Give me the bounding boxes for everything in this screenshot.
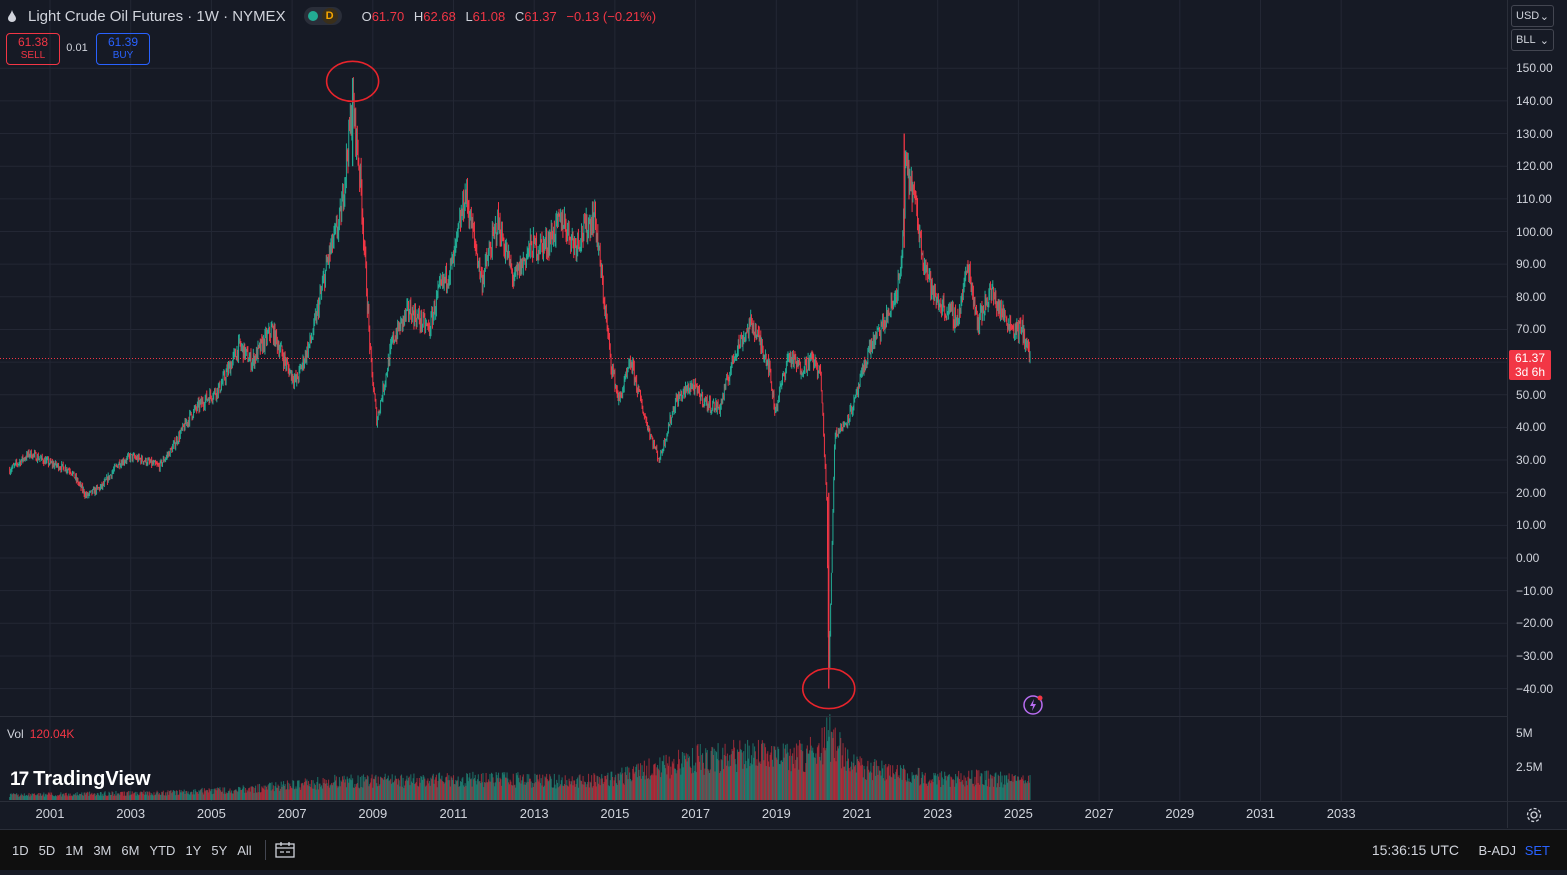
- tradingview-logo-mark: 17: [10, 768, 29, 790]
- last-price-value: 61.37: [1514, 351, 1546, 365]
- oil-drop-icon: [8, 10, 22, 22]
- time-axis-label: 2007: [277, 806, 307, 821]
- price-axis-label: 0.00: [1516, 551, 1540, 565]
- price-axis-label: −10.00: [1516, 583, 1554, 598]
- period-button-3m[interactable]: 3M: [93, 842, 112, 858]
- spread-value: 0.01: [66, 42, 88, 54]
- price-axis-label: 90.00: [1516, 257, 1547, 272]
- buy-price: 61.39: [107, 35, 139, 49]
- period-button-1d[interactable]: 1D: [12, 842, 29, 858]
- period-button-all[interactable]: All: [237, 842, 252, 858]
- price-axis-label: 110.00: [1516, 191, 1552, 206]
- circle-annotation[interactable]: [325, 60, 380, 103]
- time-axis-label: 2025: [1003, 806, 1033, 821]
- time-axis-label: 2013: [519, 806, 549, 821]
- symbol-title[interactable]: Light Crude Oil Futures · 1W · NYMEX: [28, 7, 286, 25]
- time-axis-label: 2011: [439, 806, 468, 821]
- delayed-badge: D: [321, 8, 338, 24]
- price-axis-label: 100.00: [1516, 224, 1553, 239]
- period-button-6m[interactable]: 6M: [121, 842, 140, 858]
- sell-price: 61.38: [17, 35, 49, 49]
- tradingview-logo[interactable]: 17 TradingView: [10, 768, 151, 791]
- time-axis-label: 2005: [196, 806, 226, 821]
- lightning-alert-icon[interactable]: [1022, 694, 1044, 716]
- price-axis-label: −40.00: [1516, 681, 1554, 696]
- volume-legend: Vol 120.04K: [7, 727, 74, 741]
- market-open-indicator: [307, 11, 318, 21]
- price-axis-label: 140.00: [1516, 93, 1553, 108]
- logo-text: TradingView: [33, 768, 151, 790]
- period-button-ytd[interactable]: YTD: [149, 842, 176, 858]
- last-price-tag: 61.37 3d 6h: [1509, 350, 1551, 380]
- session-toggle[interactable]: SET: [1524, 842, 1550, 858]
- time-axis-label: 2033: [1326, 806, 1356, 821]
- price-axis-label: 120.00: [1516, 159, 1553, 174]
- buy-label: BUY: [112, 50, 134, 61]
- time-axis-label: 2015: [600, 806, 630, 821]
- annotations[interactable]: [325, 60, 856, 710]
- sell-button[interactable]: 61.38 SELL: [6, 33, 60, 65]
- adjustment-toggle[interactable]: B-ADJ: [1478, 842, 1516, 858]
- price-axis-label: −30.00: [1516, 648, 1554, 663]
- period-button-1m[interactable]: 1M: [65, 842, 84, 858]
- price-axis-label: 30.00: [1516, 453, 1547, 468]
- time-axis-label: 2027: [1084, 806, 1114, 821]
- buy-button[interactable]: 61.39 BUY: [96, 33, 150, 65]
- utc-clock[interactable]: 15:36:15 UTC: [1371, 842, 1459, 858]
- toolbar-divider: [264, 840, 266, 860]
- volume-pane: [9, 714, 1031, 800]
- chart-header: Light Crude Oil Futures · 1W · NYMEX D O…: [0, 0, 656, 32]
- time-axis-label: 2001: [35, 806, 65, 821]
- calendar-range-icon[interactable]: [274, 840, 296, 860]
- chevron-down-icon: ⌄: [1539, 34, 1549, 47]
- change-value: −0.13 (−0.21%): [566, 8, 657, 24]
- time-axis-label: 2031: [1246, 806, 1275, 821]
- market-status[interactable]: D: [303, 7, 342, 25]
- price-axis-label: −20.00: [1516, 616, 1554, 631]
- price-axis-label: 150.00: [1516, 61, 1553, 76]
- ohlc-values: O61.70 H62.68 L61.08 C61.37 −0.13 (−0.21…: [361, 8, 657, 24]
- price-axis-label: 10.00: [1516, 518, 1547, 533]
- price-axis-label: 50.00: [1516, 387, 1547, 402]
- close-value: 61.37: [524, 8, 557, 24]
- time-axis-label: 2019: [761, 806, 791, 821]
- volume-label: Vol: [7, 727, 24, 741]
- time-axis-label: 2023: [923, 806, 953, 821]
- price-series: [9, 77, 1031, 689]
- circle-annotation[interactable]: [801, 667, 856, 710]
- gear-icon[interactable]: [1525, 806, 1543, 824]
- time-axis-label: 2021: [842, 806, 872, 821]
- period-button-1y[interactable]: 1Y: [185, 842, 202, 858]
- period-button-5y[interactable]: 5Y: [211, 842, 228, 858]
- chart-grid: [0, 0, 1507, 801]
- price-axis-label: 40.00: [1516, 420, 1547, 435]
- time-axis-label: 2029: [1165, 806, 1195, 821]
- bar-countdown: 3d 6h: [1514, 365, 1546, 379]
- sell-label: SELL: [20, 50, 46, 61]
- currency-select[interactable]: USD ⌄: [1511, 5, 1554, 27]
- unit-select[interactable]: BLL ⌄: [1511, 29, 1554, 51]
- chevron-down-icon: ⌄: [1539, 10, 1549, 23]
- volume-value: 120.04K: [29, 727, 75, 741]
- bottom-toolbar: 1D 5D 1M 3M 6M YTD 1Y 5Y All 15:36:15 UTC B-ADJ …: [0, 829, 1567, 870]
- high-value: 62.68: [423, 8, 456, 24]
- open-value: 61.70: [371, 8, 405, 24]
- time-axis-label: 2017: [681, 806, 711, 821]
- price-axis-label: 70.00: [1516, 322, 1547, 337]
- price-axis-label: 20.00: [1516, 485, 1547, 500]
- volume-axis-label-5m: 5M: [1516, 726, 1533, 740]
- period-button-5d[interactable]: 5D: [38, 842, 56, 858]
- time-axis-label: 2003: [116, 806, 146, 821]
- time-axis-label: 2009: [358, 806, 388, 821]
- low-value: 61.08: [472, 8, 506, 24]
- price-axis-label: 80.00: [1516, 289, 1547, 304]
- price-axis-label: 130.00: [1516, 126, 1553, 141]
- volume-axis-label-2-5m: 2.5M: [1516, 760, 1543, 774]
